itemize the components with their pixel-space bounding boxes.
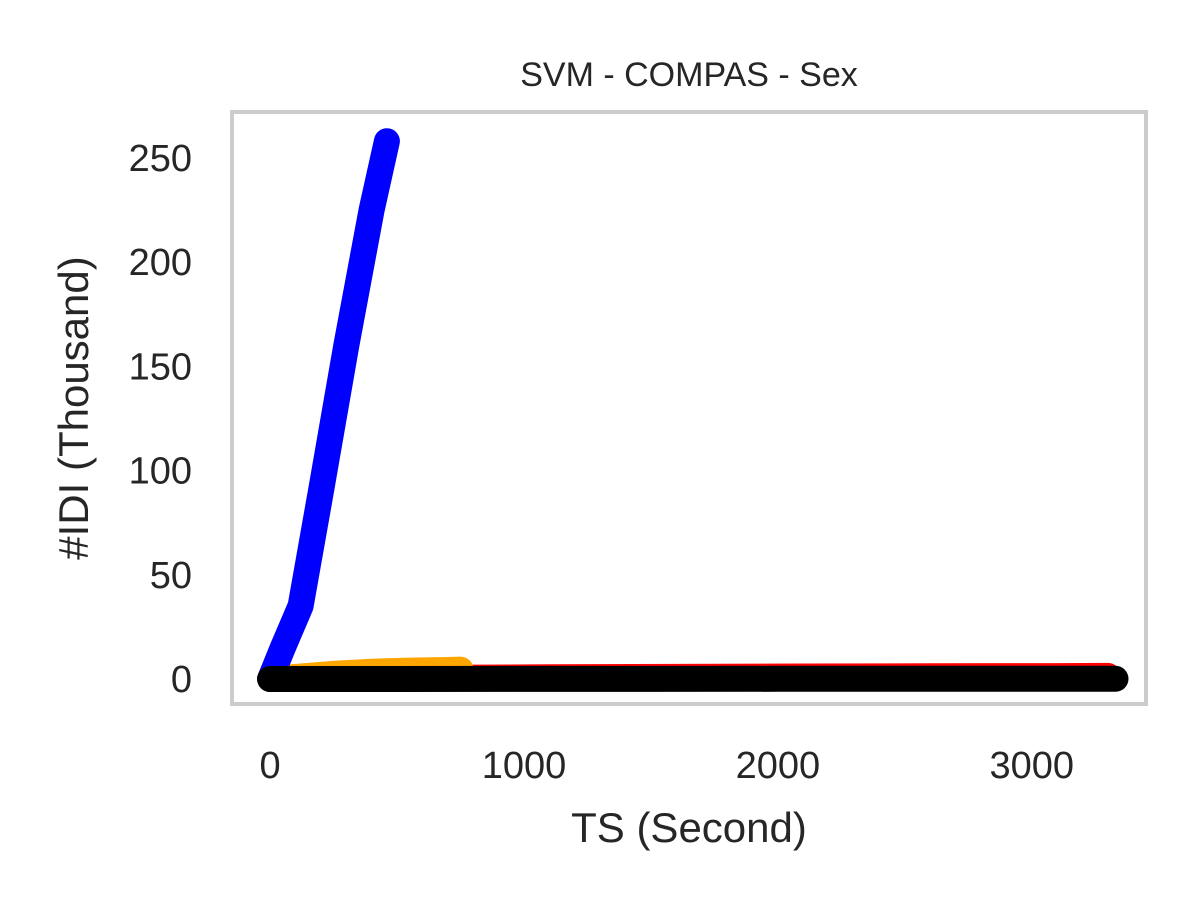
y-tick-label: 150 (129, 346, 192, 388)
y-axis-label: #IDI (Thousand) (50, 256, 97, 559)
x-tick-labels: 0 1000 2000 3000 (260, 745, 1075, 787)
y-tick-label: 100 (129, 451, 192, 493)
y-tick-labels: 0 50 100 150 200 250 (129, 138, 192, 701)
y-tick-label: 250 (129, 138, 192, 180)
x-tick-label: 1000 (482, 745, 567, 787)
x-tick-label: 2000 (736, 745, 821, 787)
y-tick-label: 200 (129, 242, 192, 284)
y-tick-label: 0 (171, 659, 192, 701)
y-tick-label: 50 (150, 555, 192, 597)
x-tick-label: 0 (260, 745, 281, 787)
x-axis-label: TS (Second) (571, 804, 807, 851)
x-tick-label: 3000 (990, 745, 1075, 787)
chart-title: SVM - COMPAS - Sex (520, 56, 858, 94)
